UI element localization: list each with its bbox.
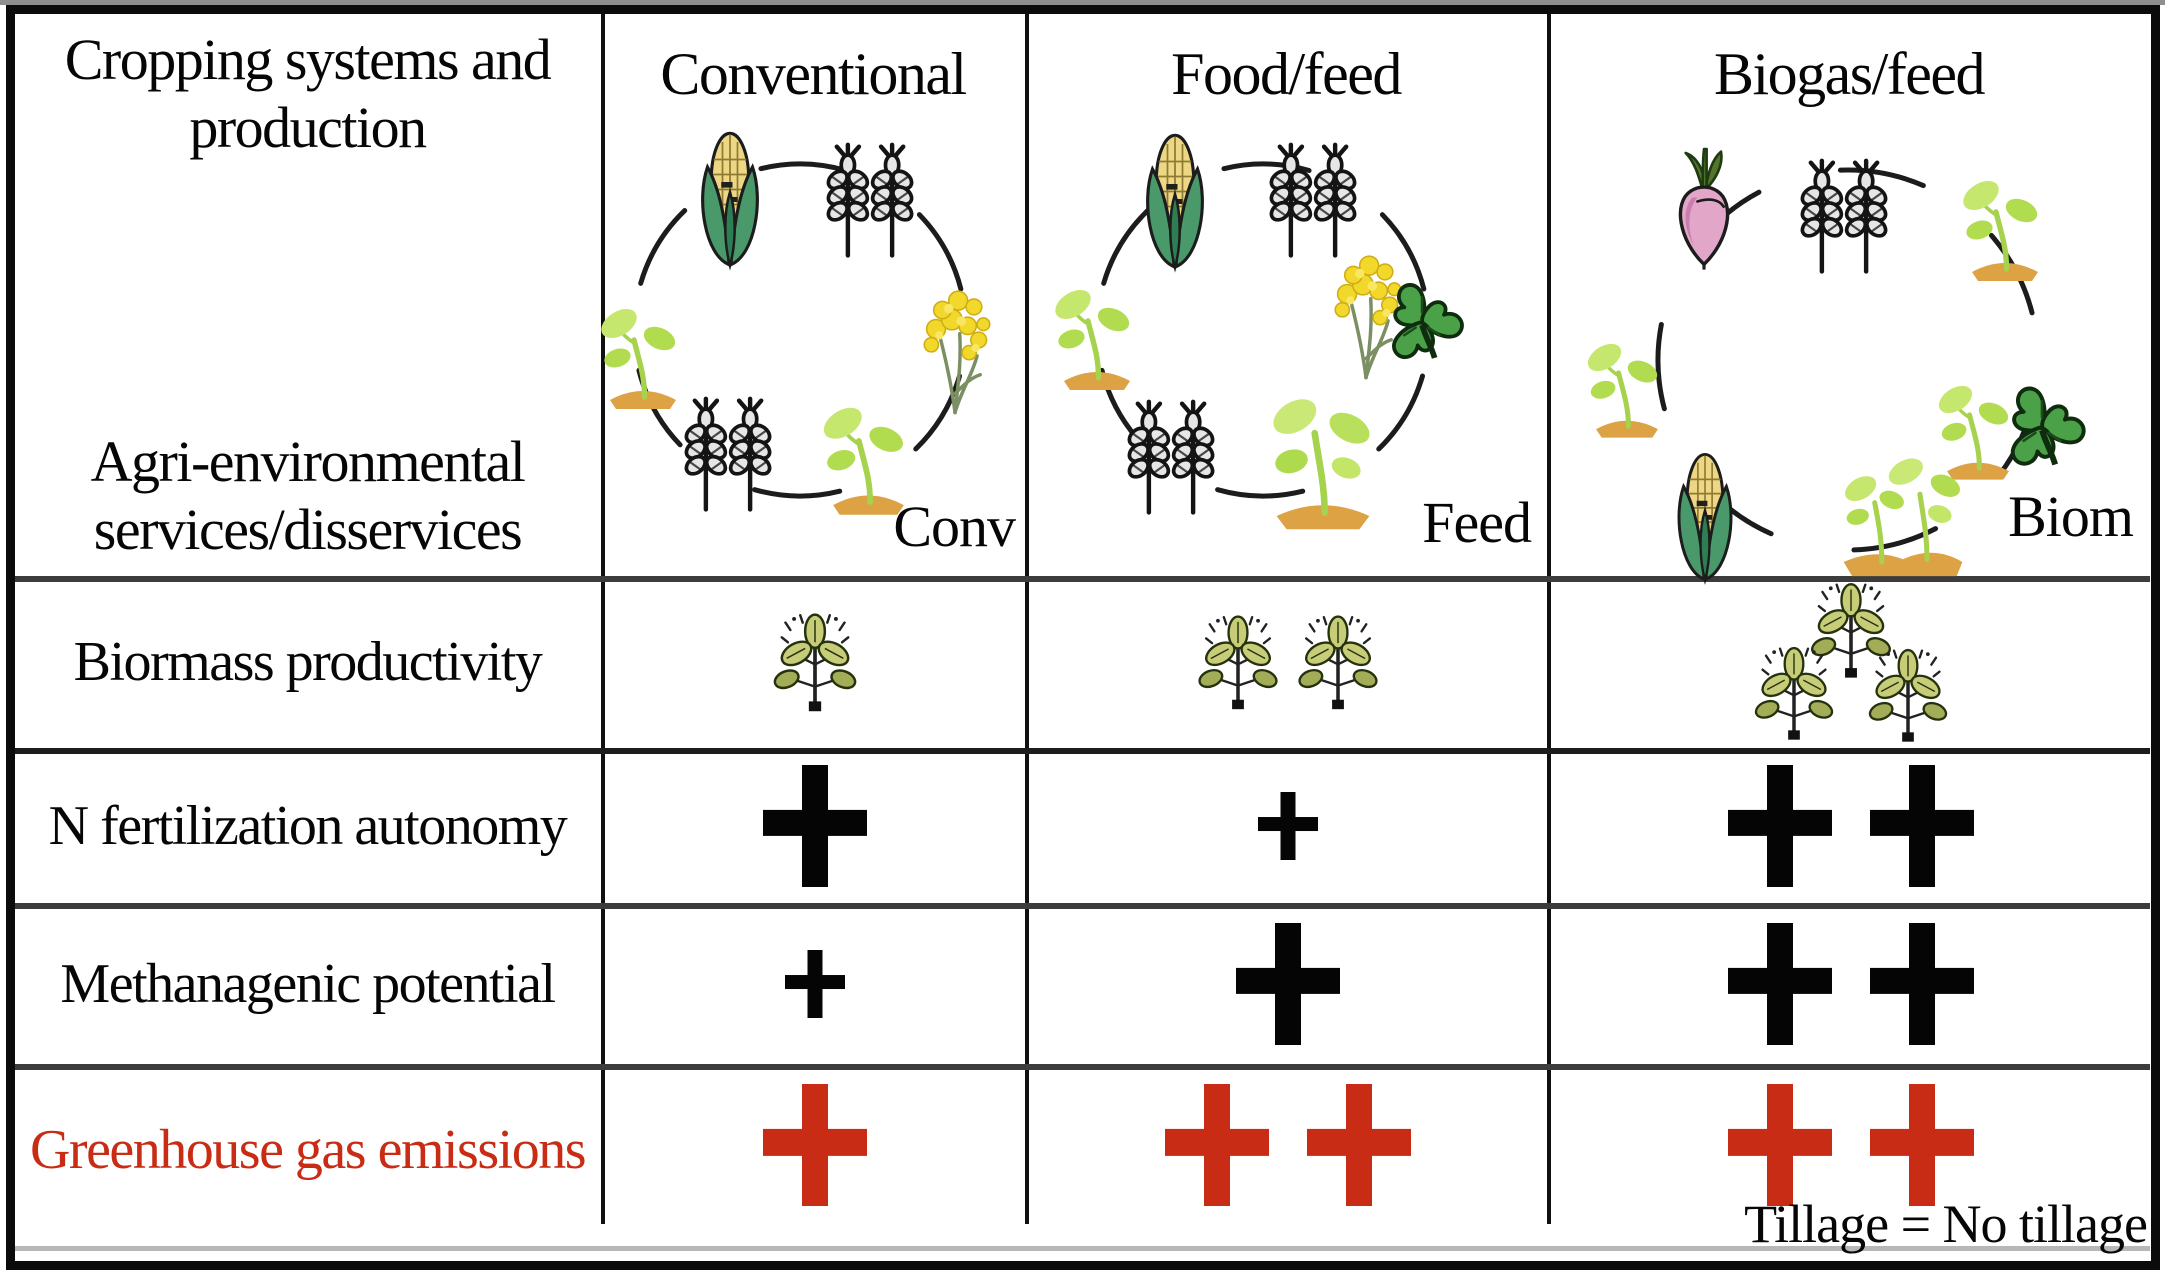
row-label-biomass-productivity: Biormass productivity — [73, 631, 543, 693]
biomass-plant-icon — [1292, 606, 1384, 718]
ghg-cell-conventional — [605, 1068, 1025, 1222]
nfert-cell-food-feed — [1029, 752, 1547, 899]
row-group-header-text: Agri-environmental services/disservices — [90, 429, 526, 562]
biomass-plant-group — [1192, 606, 1384, 718]
nfert-cell-biogas-feed — [1551, 752, 2151, 899]
rotation-cycle-conventional: Conv — [601, 14, 1025, 576]
wheat-pair-icon — [1112, 399, 1230, 519]
plus-icon — [1728, 764, 1832, 887]
tillage-footnote: Tillage = No tillage — [1744, 1194, 2148, 1254]
plus-icon — [1307, 1084, 1411, 1206]
plus-icon — [1728, 1084, 1832, 1206]
wheat-pair-icon — [1254, 142, 1372, 262]
column-divider — [601, 14, 605, 1224]
clover-icon — [1992, 375, 2092, 475]
wheat-pair-icon — [669, 396, 787, 516]
rotation-arc — [631, 161, 969, 499]
methanagenic-cell-conventional — [605, 907, 1025, 1060]
biomass-plant-icon — [1747, 644, 1841, 742]
rapeseed-flower-icon — [914, 282, 996, 417]
cycle-label-biom: Biom — [2008, 484, 2134, 549]
column-header-conventional: Conventional — [660, 41, 967, 107]
plus-icon — [785, 949, 845, 1018]
corn-icon — [690, 122, 770, 272]
clover-icon — [1374, 272, 1470, 368]
rotation-cycle-biogas-feed: Biom — [1547, 14, 2151, 576]
plus-icon — [1870, 764, 1974, 887]
corner-header-text: Cropping systems and production — [64, 27, 552, 160]
corner-header: Cropping systems and production — [14, 26, 601, 162]
seedling-icon — [816, 396, 921, 518]
corn-icon — [1667, 442, 1743, 588]
corn-icon — [1135, 124, 1215, 274]
seedling-double-icon — [1838, 442, 1968, 586]
ghg-cell-food-feed — [1029, 1068, 1547, 1222]
column-header-food-feed: Food/feed — [1171, 41, 1402, 107]
methanagenic-cell-food-feed — [1029, 907, 1547, 1060]
wheat-pair-icon — [811, 142, 929, 262]
cycle-label-feed: Feed — [1422, 490, 1532, 555]
column-divider — [1025, 14, 1029, 1224]
row-divider — [15, 748, 2150, 754]
plus-icon — [763, 1084, 867, 1206]
biomass-plant-icon — [1192, 606, 1284, 718]
plus-icon — [1870, 922, 1974, 1045]
seedling-icon — [1957, 162, 2053, 292]
biomass-cell-biogas-feed — [1551, 580, 2151, 744]
row-label-greenhouse-gas: Greenhouse gas emissions — [29, 1119, 587, 1181]
table-border — [6, 5, 2160, 1270]
methanagenic-cell-biogas-feed — [1551, 907, 2151, 1060]
rotation-cycle-food-feed: Feed — [1025, 14, 1547, 576]
bottom-edge-line — [15, 1246, 2150, 1251]
ghg-cell-biogas-feed — [1551, 1068, 2151, 1222]
plus-icon — [1258, 791, 1318, 860]
biomass-cell-conventional — [605, 580, 1025, 744]
row-group-header: Agri-environmental services/disservices — [14, 428, 601, 564]
row-label-n-fertilization: N fertilization autonomy — [48, 794, 568, 857]
seedling-large-icon — [1265, 392, 1381, 534]
wheat-pair-icon — [1785, 158, 1903, 278]
row-label-methanagenic: Methanagenic potential — [60, 952, 556, 1015]
cycle-label-conv: Conv — [893, 494, 1016, 559]
nfert-cell-conventional — [605, 752, 1025, 899]
biomass-plant-icon — [767, 603, 863, 721]
column-header-biogas-feed: Biogas/feed — [1713, 41, 1986, 107]
plus-icon — [763, 764, 867, 887]
biomass-plant-group — [1743, 580, 1959, 744]
biomass-cell-food-feed — [1029, 580, 1547, 744]
beet-icon — [1666, 142, 1742, 274]
row-divider — [15, 903, 2150, 909]
seedling-icon — [595, 297, 691, 413]
plus-icon — [1870, 1084, 1974, 1206]
plus-icon — [1165, 1084, 1269, 1206]
seedling-icon — [1049, 278, 1145, 394]
row-divider — [15, 1064, 2150, 1070]
biomass-plant-icon — [1861, 646, 1955, 744]
plus-icon — [1728, 922, 1832, 1045]
row-divider — [15, 576, 2150, 582]
seedling-icon — [1582, 330, 1672, 444]
column-divider — [1547, 14, 1551, 1224]
plus-icon — [1236, 922, 1340, 1045]
top-edge-line — [0, 0, 2165, 5]
biomass-plant-group — [767, 603, 863, 721]
